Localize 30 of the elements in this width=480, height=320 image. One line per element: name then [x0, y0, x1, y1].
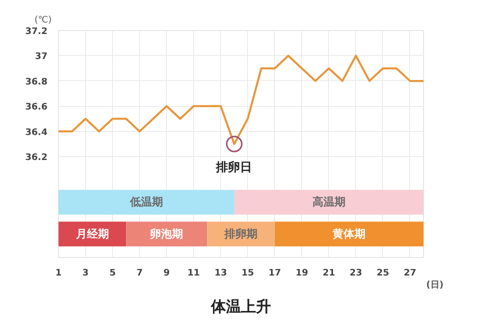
x-axis-title: (日): [426, 280, 444, 290]
band-label: 低温期: [128, 196, 163, 209]
y-tick-label: 37: [34, 52, 48, 62]
x-tick-label: 21: [322, 268, 336, 278]
x-tick-label: 3: [82, 268, 89, 278]
y-tick-label: 37.2: [25, 27, 48, 37]
band-label: 高温期: [312, 196, 346, 209]
x-tick-label: 5: [109, 268, 116, 278]
x-tick-label: 15: [241, 268, 254, 278]
y-axis-title: (℃): [34, 16, 52, 26]
x-tick-label: 19: [296, 268, 308, 278]
x-tick-label: 27: [404, 268, 416, 278]
x-tick-label: 11: [187, 268, 200, 278]
y-tick-label: 36.6: [25, 102, 48, 113]
x-tick-label: 23: [350, 268, 362, 278]
x-tick-label: 25: [376, 268, 390, 278]
x-tick-label: 9: [164, 268, 170, 278]
y-tick-label: 36.4: [25, 128, 48, 138]
x-tick-label: 13: [214, 268, 227, 278]
annotation: 排卵日: [215, 160, 252, 174]
band-label: 黄体期: [332, 228, 366, 241]
band-label: 卵泡期: [149, 228, 184, 241]
x-tick-label: 1: [55, 268, 62, 278]
y-tick-label: 36.8: [25, 77, 48, 88]
x-tick-label: 17: [268, 268, 282, 278]
text: 体温上升: [210, 298, 271, 316]
y-tick-label: 36.2: [25, 153, 48, 164]
band-label: 月经期: [74, 228, 109, 241]
x-tick-label: 7: [136, 268, 143, 278]
band-label: 排卵期: [224, 228, 258, 241]
